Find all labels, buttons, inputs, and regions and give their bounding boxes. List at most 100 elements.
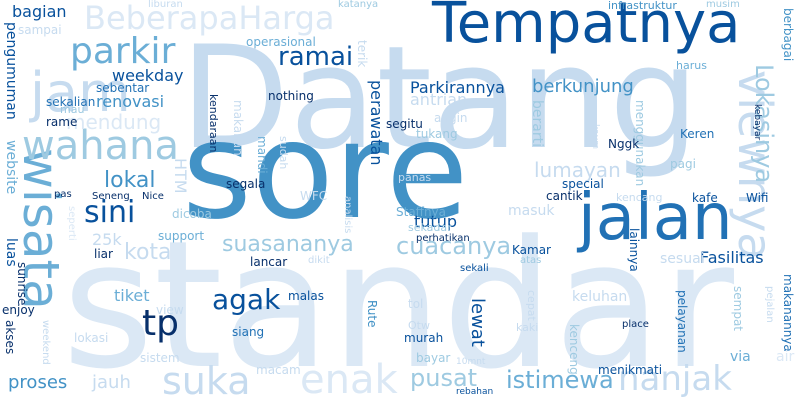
word-macam: macam [256, 363, 301, 377]
word-renovasi: renovasi [96, 92, 165, 111]
word-keluhan: keluhan [572, 289, 628, 305]
word-operasional: operasional [246, 35, 316, 49]
word-kamar: Kamar [512, 243, 551, 257]
word-sampai: sampai [18, 23, 62, 37]
word-enak: enak [300, 357, 398, 400]
word-nothing: nothing [268, 89, 314, 103]
word-rame: rame [46, 115, 78, 129]
word-sekali: sekali [460, 263, 489, 274]
word-fasilitas: Fasilitas [700, 248, 764, 267]
word-perhatikan: perhatikan [416, 233, 470, 244]
word-nice: Nice [142, 191, 164, 202]
word-sebentar: sebentar [96, 81, 150, 95]
word-weekday: weekday [112, 66, 184, 85]
word-seperti: seperti [66, 206, 77, 241]
word-kafe: kafe [692, 191, 718, 205]
word-suasananya: suasananya [222, 232, 354, 257]
word-lokal: lokal [104, 168, 156, 193]
word-sempat: sempat [731, 286, 745, 331]
word-10mnt: 10mnt [456, 357, 486, 367]
word-murah: murah [404, 331, 444, 345]
word-panas: panas [398, 171, 432, 184]
word-keren: Keren [680, 127, 715, 141]
word-sesuai: sesuai [660, 251, 705, 267]
word-parkirannya: Parkirannya [410, 78, 505, 97]
word-cantik: cantik [546, 189, 583, 203]
word-malas: malas [288, 289, 324, 303]
word-ramai: ramai [278, 42, 354, 72]
word-rute: Rute [365, 300, 379, 328]
word-place: place [622, 319, 649, 330]
word-lokasi: lokasi [74, 331, 109, 345]
word-infrastruktur: infrastruktur [608, 0, 677, 12]
word-akses: akses [3, 320, 17, 355]
word-musim: musim [706, 0, 740, 10]
word-menggunakan: menggunakan [633, 100, 647, 187]
word-mau: mau [60, 103, 85, 116]
word-berarti: berarti [529, 100, 545, 147]
word-analisis: analisis [342, 196, 353, 234]
word-sore: sore [182, 93, 469, 249]
word-sekadar: sekadar [408, 221, 452, 234]
word-nanjak: nanjak [618, 359, 732, 399]
word-pas: pas [54, 189, 72, 200]
word-antrian: antrian [410, 90, 468, 109]
word-wfc: WFC [300, 189, 328, 203]
word-segala: segala [226, 177, 266, 191]
word-support: support [158, 229, 205, 243]
word-bayar: bayar [416, 351, 451, 365]
word-lewat: lewat [467, 298, 488, 347]
word-sudah: sudah [277, 136, 290, 170]
word-jalan: jalan [578, 181, 733, 255]
word-jauh: jauh [92, 372, 131, 393]
word-liburan: liburan [148, 0, 183, 10]
word-website: website [3, 140, 19, 195]
word-kaum: kaum [590, 124, 600, 150]
word-sistem: sistem [140, 351, 180, 365]
word-berbagai: berbagai [781, 8, 795, 62]
word-via: via [730, 349, 751, 365]
word-enjoy: enjoy [2, 303, 35, 317]
word-staffnya: Staffnya [396, 205, 447, 219]
word-masuk: masuk [508, 203, 555, 219]
word-tempatnya: Tempatnya [432, 0, 741, 56]
word-sunrise: sunrise [15, 262, 29, 306]
word-wifi: Wifi [746, 191, 769, 205]
word-air: air [776, 349, 795, 365]
word-terik: terik [355, 40, 369, 68]
word-berkunjung: berkunjung [532, 76, 634, 97]
word-kaki: kaki [516, 321, 539, 334]
word-pejalan: pejalan [764, 286, 775, 323]
word-otw: Otw [408, 319, 430, 332]
word-seneng: Seneng [92, 191, 130, 202]
word-25k: 25k [92, 230, 122, 249]
word-harus: harus [676, 59, 707, 72]
word-sekalian: sekalian [46, 95, 96, 109]
word-view: view [156, 303, 184, 317]
word-beberapaharga: BeberapaHarga [84, 0, 335, 37]
word-sini: sini [84, 195, 136, 230]
word-tol: tol [408, 297, 424, 311]
word-segitu: segitu [386, 117, 423, 131]
word-rebahan: rebahan [456, 387, 494, 397]
word-katanya: katanya [338, 0, 379, 10]
word-liar: liar [94, 247, 113, 261]
word-weekend: weekend [40, 320, 51, 365]
word-bagian: bagian [12, 2, 67, 21]
word-angin: angin [434, 111, 468, 125]
word-viewnya: viewnya [728, 70, 782, 261]
word-makanan: makanan [231, 100, 245, 156]
word-lokasinya: Lokasinya [750, 64, 778, 184]
word-siang: siang [232, 325, 265, 339]
word-tutup: tutup [414, 212, 457, 231]
word-atas: atas [520, 255, 542, 266]
word-dicoba: dicoba [172, 207, 212, 221]
word-proses: proses [8, 372, 68, 393]
word-pelayanan: pelayanan [675, 290, 689, 353]
word-wisata: wisata [12, 148, 70, 310]
word-suka: suka [162, 359, 251, 400]
word-special: special [562, 177, 604, 191]
word-tiket: tiket [114, 286, 150, 305]
word-perawatan: perawatan [367, 80, 386, 166]
